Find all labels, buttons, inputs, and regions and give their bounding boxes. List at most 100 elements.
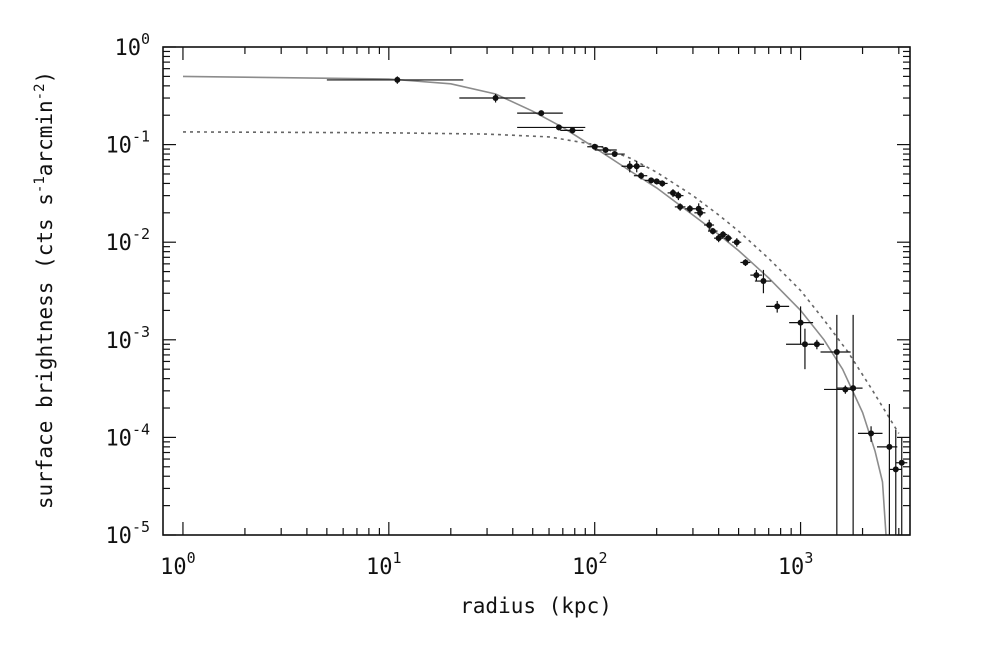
data-marker: [686, 205, 693, 212]
data-point-9: [629, 160, 645, 173]
y-axis-label-sup1: -1: [32, 176, 48, 193]
y-tick-base: 10: [105, 329, 132, 354]
y-tick-label-1: 10-1: [105, 128, 150, 159]
data-marker: [892, 466, 899, 473]
data-marker: [648, 177, 655, 184]
data-marker: [842, 386, 849, 393]
y-axis-label-end: ): [33, 71, 57, 84]
y-tick-exponent: -4: [132, 420, 150, 438]
data-marker: [569, 127, 576, 134]
y-tick-label-3: 10-3: [105, 323, 150, 354]
y-tick-exponent: -5: [132, 518, 150, 536]
data-point-5: [587, 143, 604, 150]
data-point-19: [694, 208, 706, 218]
data-marker: [538, 110, 545, 117]
data-point-33: [820, 314, 851, 535]
data-marker: [742, 259, 749, 266]
data-marker: [813, 341, 820, 348]
y-tick-exponent: -3: [132, 323, 150, 341]
data-marker: [733, 239, 740, 246]
x-tick-label-3: 103: [778, 549, 814, 580]
data-marker: [638, 172, 645, 179]
data-point-17: [685, 205, 695, 213]
y-tick-label-5: 10-5: [105, 518, 150, 549]
data-point-32: [809, 339, 825, 350]
y-tick-base: 10: [105, 426, 132, 451]
tick-marks: [163, 46, 910, 536]
data-marker: [555, 124, 562, 131]
data-point-28: [754, 269, 772, 294]
x-tick-exponent: 0: [187, 549, 196, 567]
data-point-13: [656, 180, 668, 187]
data-point-15: [672, 191, 684, 201]
data-point-3: [517, 124, 586, 131]
y-axis-label-main: surface brightness (cts s: [33, 193, 57, 509]
x-tick-label-2: 102: [572, 549, 608, 580]
y-tick-exponent: -1: [132, 128, 150, 146]
data-point-4: [560, 127, 584, 134]
data-marker: [833, 348, 840, 355]
x-tick-exponent: 2: [598, 549, 607, 567]
x-tick-exponent: 1: [393, 549, 402, 567]
data-marker: [611, 151, 618, 158]
data-point-6: [594, 147, 617, 154]
x-tick-base: 10: [572, 555, 599, 580]
x-tick-exponent: 3: [804, 549, 813, 567]
y-axis-label-sup2: -2: [32, 84, 48, 101]
data-marker: [492, 95, 499, 102]
data-marker: [774, 303, 781, 310]
plot-frame: [162, 46, 911, 536]
data-point-7: [604, 151, 625, 158]
x-axis-label: radius (kpc): [460, 594, 612, 618]
y-tick-base: 10: [105, 134, 132, 159]
x-tick-label-1: 101: [366, 549, 402, 580]
data-marker: [591, 143, 598, 150]
data-point-20: [704, 219, 715, 232]
data-marker: [659, 180, 666, 187]
data-point-16: [674, 203, 686, 211]
data-marker: [602, 147, 609, 154]
data-point-26: [740, 259, 751, 267]
data-point-1: [459, 93, 526, 103]
y-tick-exponent: -2: [132, 225, 150, 243]
y-tick-label-0: 100: [114, 30, 150, 61]
y-tick-label-2: 10-2: [105, 225, 150, 256]
data-marker: [633, 163, 640, 170]
data-marker: [725, 235, 732, 242]
data-marker: [697, 209, 704, 216]
x-tick-label-0: 100: [160, 549, 196, 580]
data-point-21: [707, 227, 718, 235]
y-tick-base: 10: [105, 524, 132, 549]
model-curve-dashed: [182, 131, 900, 434]
data-point-2: [517, 110, 563, 117]
data-marker: [677, 203, 684, 210]
y-axis-label: surface brightness (cts s-1arcmin-2): [32, 71, 57, 509]
data-marker: [868, 430, 875, 437]
data-point-35: [836, 314, 863, 535]
data-point-25: [732, 238, 742, 247]
data-point-22: [714, 234, 724, 243]
data-point-27: [750, 269, 763, 282]
data-marker: [850, 385, 857, 392]
data-point-0: [326, 76, 464, 84]
data-point-39: [895, 437, 908, 535]
y-axis-label-mid: arcmin: [33, 100, 57, 176]
data-marker: [898, 459, 905, 466]
data-marker: [706, 222, 713, 229]
data-marker: [669, 189, 676, 196]
y-tick-base: 10: [114, 36, 141, 61]
data-marker: [801, 341, 808, 348]
data-point-36: [857, 426, 883, 442]
x-tick-base: 10: [160, 555, 187, 580]
data-marker: [394, 76, 401, 83]
y-tick-base: 10: [105, 231, 132, 256]
data-point-30: [789, 306, 814, 345]
data-marker: [760, 278, 767, 285]
data-point-38: [889, 429, 902, 535]
data-marker: [675, 192, 682, 199]
x-tick-base: 10: [366, 555, 393, 580]
y-tick-label-4: 10-4: [105, 420, 150, 451]
data-marker: [797, 319, 804, 326]
